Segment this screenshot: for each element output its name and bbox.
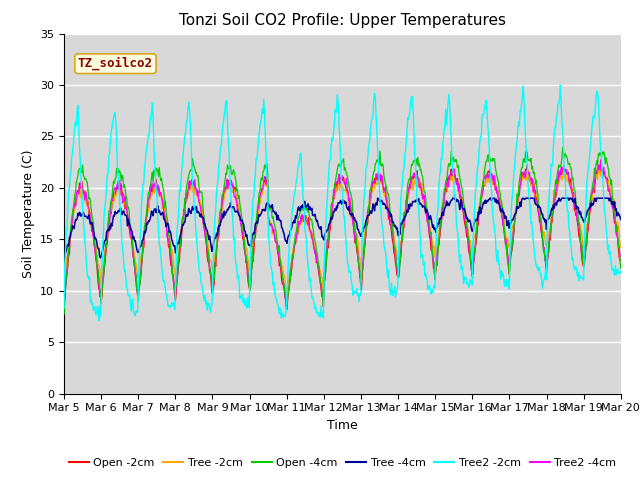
Text: TZ_soilco2: TZ_soilco2: [78, 57, 153, 71]
X-axis label: Time: Time: [327, 419, 358, 432]
Legend: Open -2cm, Tree -2cm, Open -4cm, Tree -4cm, Tree2 -2cm, Tree2 -4cm: Open -2cm, Tree -2cm, Open -4cm, Tree -4…: [64, 453, 621, 472]
Title: Tonzi Soil CO2 Profile: Upper Temperatures: Tonzi Soil CO2 Profile: Upper Temperatur…: [179, 13, 506, 28]
Y-axis label: Soil Temperature (C): Soil Temperature (C): [22, 149, 35, 278]
